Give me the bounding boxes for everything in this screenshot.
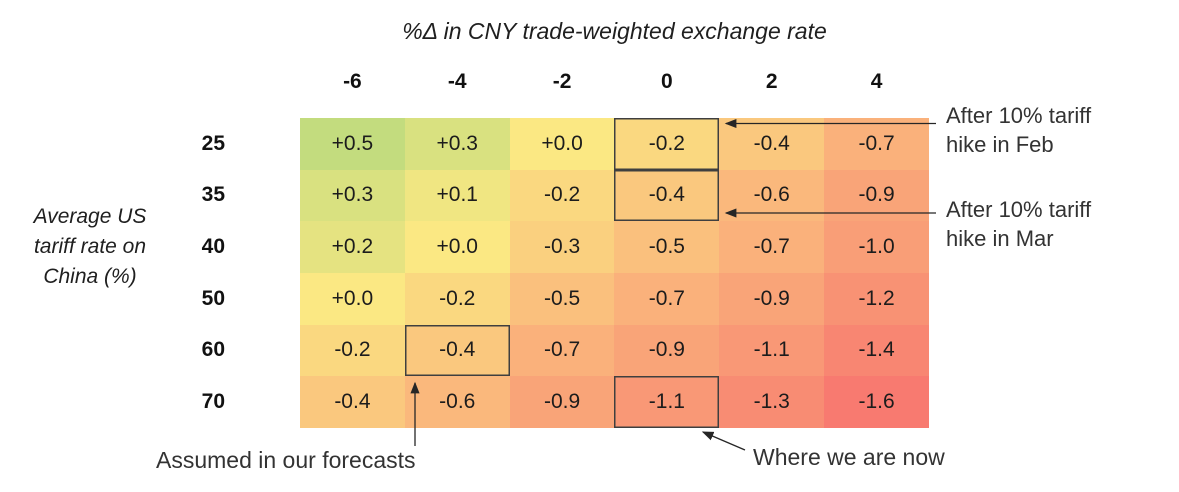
annotation-feb-line: After 10% tariff xyxy=(946,103,1092,128)
y-axis-label-line: Average US xyxy=(33,205,147,228)
heatmap-cell: -0.5 xyxy=(509,272,615,325)
heatmap-cell: -0.9 xyxy=(824,169,929,222)
annotation-mar-line: hike in Mar xyxy=(946,226,1054,251)
heatmap-cell: -0.6 xyxy=(719,169,825,222)
heatmap-cell: +0.3 xyxy=(300,169,405,222)
heatmap-cell: -0.7 xyxy=(824,118,929,170)
heatmap-cell-highlighted: -0.4 xyxy=(614,169,720,222)
heatmap-cell: -1.1 xyxy=(719,324,825,377)
heatmap-cell: -0.3 xyxy=(509,221,615,273)
y-axis-label: Average US tariff rate on China (%) xyxy=(0,202,180,292)
y-axis-tick: 35 xyxy=(201,183,225,207)
annotation-feb: After 10% tariff hike in Feb xyxy=(946,101,1091,159)
heatmap-cell: -0.2 xyxy=(509,169,615,222)
annotation-now: Where we are now xyxy=(753,444,945,470)
y-axis-tick: 25 xyxy=(201,131,225,155)
heatmap-cell: -0.2 xyxy=(300,324,405,377)
arrow-now xyxy=(701,431,746,451)
annotation-feb-line: hike in Feb xyxy=(946,132,1054,157)
annotation-mar-line: After 10% tariff xyxy=(946,197,1092,222)
heatmap-cell: -0.4 xyxy=(300,376,405,428)
heatmap-cell: -0.7 xyxy=(614,272,720,325)
heatmap-cell: +0.3 xyxy=(404,118,510,170)
x-axis-tick: -4 xyxy=(447,70,467,93)
heatmap-cell: -1.4 xyxy=(824,324,929,377)
heatmap-grid: +0.5 +0.3 +0.0 -0.2 -0.4 -0.7 +0.3 +0.1 -0.2 -0.4… xyxy=(300,118,929,428)
heatmap-cell: +0.0 xyxy=(404,221,510,273)
heatmap-cell: -1.2 xyxy=(824,272,929,325)
heatmap-cell: -0.4 xyxy=(719,118,825,170)
heatmap-cell: +0.0 xyxy=(300,272,405,325)
x-axis-ticks: -6 -4 -2 0 2 4 xyxy=(300,69,929,95)
y-axis-tick: 60 xyxy=(201,338,225,362)
x-axis-tick: 2 xyxy=(765,70,778,93)
heatmap-cell: -0.7 xyxy=(719,221,825,273)
heatmap-cell: -1.0 xyxy=(824,221,929,273)
heatmap-cell-highlighted: -0.4 xyxy=(404,324,510,377)
y-axis-label-line: China (%) xyxy=(43,265,137,288)
heatmap-cell: -0.9 xyxy=(614,324,720,377)
heatmap-cell: -0.9 xyxy=(719,272,825,325)
heatmap-cell: +0.5 xyxy=(300,118,405,170)
heatmap-cell-highlighted: -0.2 xyxy=(614,118,720,170)
heatmap-cell: +0.1 xyxy=(404,169,510,222)
heatmap-cell: -0.7 xyxy=(509,324,615,377)
heatmap-cell: +0.0 xyxy=(509,118,615,170)
heatmap-cell: +0.2 xyxy=(300,221,405,273)
heatmap-cell: -0.9 xyxy=(509,376,615,428)
y-axis-tick: 70 xyxy=(201,390,225,414)
x-axis-tick: -6 xyxy=(343,70,362,93)
heatmap-cell: -0.5 xyxy=(614,221,720,273)
heatmap-cell: -0.2 xyxy=(404,272,510,325)
y-axis-label-line: tariff rate on xyxy=(33,235,147,258)
heatmap-cell-highlighted: -1.1 xyxy=(614,376,720,428)
x-axis-tick: -2 xyxy=(552,70,572,93)
annotation-mar: After 10% tariff hike in Mar xyxy=(946,195,1091,253)
y-axis-tick: 50 xyxy=(201,286,225,310)
heatmap-cell: -1.6 xyxy=(824,376,929,428)
x-axis-tick: 4 xyxy=(870,70,883,93)
heatmap-cell: -0.6 xyxy=(404,376,510,428)
chart-title: %Δ in CNY trade-weighted exchange rate xyxy=(402,18,827,44)
y-axis-tick: 40 xyxy=(201,235,225,259)
x-axis-tick: 0 xyxy=(661,70,673,93)
heatmap-cell: -1.3 xyxy=(719,376,825,428)
y-axis-ticks: 25 35 40 50 60 70 xyxy=(150,118,225,428)
annotation-forecast: Assumed in our forecasts xyxy=(156,447,416,473)
